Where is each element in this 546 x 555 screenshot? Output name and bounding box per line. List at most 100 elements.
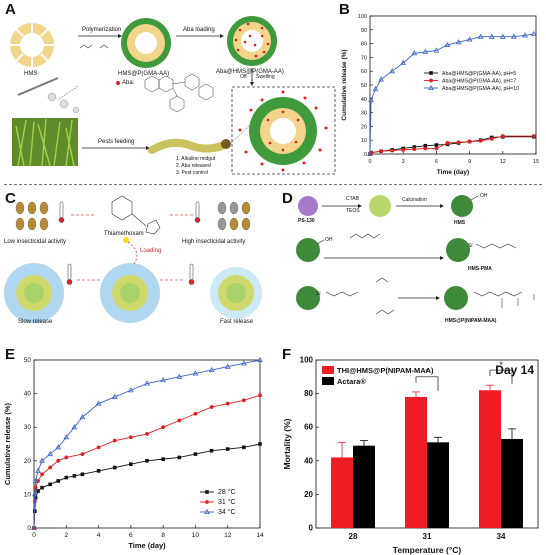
data-point	[63, 434, 70, 440]
panel-c-schematic	[4, 195, 262, 323]
monomer-structures-icon	[79, 44, 109, 49]
significance-star: *	[425, 367, 429, 377]
step-3: 3. Pest control	[176, 170, 208, 176]
y-tick-label: 0	[27, 525, 31, 532]
data-point	[47, 450, 54, 457]
data-point	[79, 414, 86, 420]
data-point	[56, 479, 61, 483]
y-tick-label: 20	[304, 490, 313, 499]
data-point	[378, 76, 384, 82]
y-tick-label: 40	[24, 391, 32, 398]
legend-label: THI@HMS@P(NIPAM-MAA)	[337, 366, 434, 375]
panel-f-label: F	[282, 346, 292, 363]
nanoparticle-slow-icon	[4, 263, 64, 323]
panel-b-label: B	[339, 1, 350, 18]
data-point	[445, 141, 450, 145]
nanoparticle-fast-icon	[210, 267, 262, 319]
y-tick-label: 60	[304, 423, 313, 432]
data-point	[177, 418, 182, 423]
data-point	[434, 143, 439, 147]
data-point	[160, 377, 167, 383]
legend-marker	[429, 78, 433, 83]
data-point	[64, 455, 69, 460]
data-point	[64, 475, 69, 480]
legend-label: 31 °C	[218, 498, 236, 506]
x-tick-label: 15	[533, 159, 539, 165]
teos-label: TEOS	[346, 208, 360, 214]
panel-e-label: E	[5, 346, 16, 363]
data-point	[111, 393, 118, 399]
data-point	[372, 86, 379, 92]
x-tick-label: 14	[256, 532, 264, 539]
legend-marker	[205, 500, 209, 504]
loading-dot-icon	[123, 237, 129, 243]
data-point	[145, 432, 149, 436]
bar	[479, 390, 501, 528]
y-tick-label: 100	[358, 14, 367, 20]
y-tick-label: 50	[361, 83, 367, 89]
si-row3-label: Si	[316, 291, 321, 297]
si-row2-label: Si	[468, 243, 473, 249]
hms-sphere-d-icon	[451, 195, 473, 217]
rice-plants-photo	[12, 118, 78, 167]
legend-marker	[429, 71, 433, 75]
data-point	[56, 458, 61, 463]
data-point	[48, 482, 52, 487]
data-point	[192, 370, 199, 376]
section-divider	[4, 184, 542, 185]
data-point	[145, 459, 149, 463]
data-point	[241, 398, 246, 403]
ctab-label: CTAB	[346, 196, 359, 202]
y-tick-label: 20	[24, 458, 32, 465]
data-point	[95, 400, 102, 406]
data-point	[510, 33, 517, 39]
hms-pnipam-sphere-icon	[444, 286, 468, 310]
data-point	[433, 47, 440, 53]
data-point	[193, 411, 198, 416]
data-point	[455, 39, 462, 45]
y-tick-label: 50	[24, 357, 32, 364]
data-point	[129, 462, 133, 466]
data-point	[32, 477, 39, 483]
data-point	[208, 366, 215, 373]
legend-label: Aba@HMS@P(GMA-AA), pH=5	[442, 71, 516, 77]
x-axis-label: Time (day)	[437, 169, 469, 176]
data-point	[477, 33, 484, 39]
thermometer-icons	[58, 201, 201, 285]
panel-d-label: D	[282, 190, 293, 207]
x-tick-label: 6	[129, 532, 133, 539]
y-tick-label: 0	[364, 152, 367, 158]
abamectin-structure-icon	[144, 73, 214, 113]
legend-swatch	[322, 366, 334, 374]
y-tick-label: 30	[24, 424, 32, 431]
panel-d-schematic	[296, 195, 535, 315]
series-line-0	[369, 136, 534, 155]
y-tick-label: 10	[361, 138, 367, 144]
data-point	[35, 467, 41, 473]
hms-label: HMS	[24, 71, 38, 77]
data-point	[466, 36, 473, 42]
legend-label: Aba@HMS@P(GMA-AA), pH=7	[442, 79, 516, 85]
aba-hms-sphere-icon	[227, 16, 277, 66]
loading-label: Loading	[140, 248, 162, 254]
y-tick-label: 100	[300, 356, 314, 365]
x-tick-label: 34	[497, 532, 506, 541]
panel-c-label: C	[5, 190, 16, 207]
data-point	[258, 393, 262, 398]
significance-bracket	[489, 369, 513, 385]
thiamethoxam-structure-icon	[111, 195, 161, 235]
data-point	[31, 491, 38, 497]
data-point	[40, 485, 44, 490]
y-tick-label: 60	[361, 69, 367, 75]
x-tick-label: 2	[64, 532, 68, 539]
data-point	[144, 380, 150, 386]
silane-structure-icon	[349, 233, 381, 239]
x-tick-label: 8	[161, 532, 165, 539]
insects-right-icon	[217, 201, 251, 231]
hms-pma-sphere-icon	[446, 238, 470, 262]
legend-label: Aba@HMS@P(GMA-AA), pH=10	[442, 86, 519, 92]
data-point	[456, 140, 461, 145]
hms-pma-start-icon	[296, 286, 320, 310]
calcination-label: Calcination	[402, 197, 427, 203]
data-point	[55, 444, 62, 450]
